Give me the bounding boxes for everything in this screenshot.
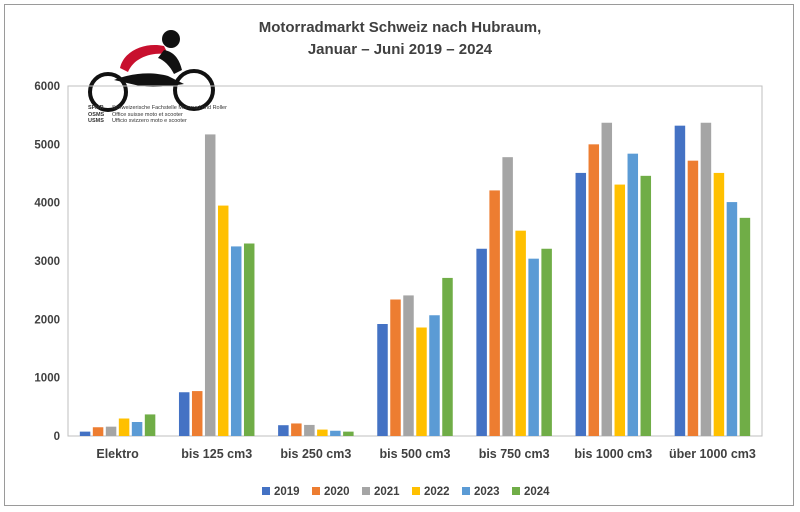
bar: [118, 418, 130, 436]
logo-rider-head-icon: [162, 30, 180, 48]
bar: [217, 205, 229, 436]
bar: [178, 392, 190, 436]
bar: [377, 324, 388, 436]
legend-swatch: [412, 487, 420, 495]
x-tick-label: bis 500 cm3: [380, 447, 451, 461]
bar: [390, 299, 401, 436]
bar: [674, 125, 686, 437]
bar: [502, 157, 513, 436]
chart-legend: 2019 2020 2021 2022 2023 2024: [262, 486, 550, 498]
bar: [278, 425, 289, 436]
bar: [588, 144, 600, 437]
chart-title-line1: Motorradmarkt Schweiz nach Hubraum,: [258, 19, 542, 36]
bar: [144, 414, 156, 436]
bar: [204, 134, 216, 436]
bar: [627, 153, 639, 436]
chart-labels: 0 1000 2000 3000 4000 5000 6000 Elektro bis 125 …: [34, 81, 755, 461]
bar: [739, 217, 751, 436]
bar: [687, 160, 699, 436]
legend-swatch: [462, 487, 470, 495]
logo-bike-frame-icon: [114, 73, 184, 87]
sfmr-logo: [88, 30, 215, 112]
legend-label: 2020: [324, 486, 350, 498]
x-tick-label: über 1000 cm3: [669, 447, 756, 461]
chart-bars: [79, 122, 751, 437]
bar: [700, 122, 712, 436]
chart-frame: [4, 4, 794, 506]
y-tick-label: 4000: [34, 198, 60, 210]
chart-title-line2: Januar – Juni 2019 – 2024: [307, 41, 493, 58]
x-tick-label: bis 125 cm3: [181, 447, 252, 461]
logo-wheel-front-icon: [173, 69, 215, 111]
legend-label: 2024: [524, 486, 550, 498]
bar: [726, 202, 738, 436]
bar: [601, 122, 613, 436]
y-tick-label: 6000: [34, 81, 60, 93]
bar: [489, 190, 500, 436]
bar: [416, 327, 427, 436]
bar: [429, 315, 440, 436]
bar: [515, 230, 526, 436]
legend-label: 2023: [474, 486, 500, 498]
x-tick-label: bis 750 cm3: [479, 447, 550, 461]
bar: [243, 243, 255, 436]
plot-area-border: [67, 85, 763, 437]
bar: [291, 423, 302, 436]
logo-text-usms: Ufficio svizzero moto e scooter: [112, 118, 187, 124]
bar: [230, 246, 242, 436]
bar: [528, 258, 539, 436]
bar: [191, 391, 203, 436]
bar: [92, 427, 104, 436]
bar: [614, 184, 626, 436]
bar: [541, 248, 552, 436]
bar: [330, 430, 341, 436]
bar: [442, 277, 453, 436]
y-tick-label: 5000: [34, 139, 60, 151]
logo-abbr-sfmr: SFMR: [88, 105, 104, 111]
bar: [403, 295, 414, 436]
bar: [575, 172, 587, 436]
legend-swatch: [262, 487, 270, 495]
legend-label: 2021: [374, 486, 400, 498]
logo-rider-body-icon: [158, 50, 182, 74]
y-tick-label: 1000: [34, 373, 60, 385]
bar: [476, 248, 487, 436]
y-tick-label: 0: [54, 431, 60, 443]
bar: [640, 175, 652, 437]
logo-abbr-usms: USMS: [88, 118, 104, 124]
legend-swatch: [362, 487, 370, 495]
x-tick-label: Elektro: [96, 447, 139, 461]
legend-swatch: [512, 487, 520, 495]
y-tick-label: 3000: [34, 256, 60, 268]
bar: [304, 424, 315, 436]
bar: [105, 426, 117, 436]
bar: [713, 172, 725, 436]
bar: [317, 429, 328, 436]
bar: [343, 431, 354, 436]
legend-swatch: [312, 487, 320, 495]
x-tick-label: bis 250 cm3: [280, 447, 351, 461]
logo-rider-arc-icon: [120, 44, 168, 72]
y-tick-label: 2000: [34, 314, 60, 326]
chart-axes: [67, 85, 763, 437]
chart-title: Motorradmarkt Schweiz nach Hubraum, Janu…: [150, 17, 650, 61]
logo-text-osms: Office suisse moto et scooter: [112, 111, 183, 118]
legend-label: 2022: [424, 486, 450, 498]
legend-label: 2019: [274, 486, 300, 498]
x-tick-label: bis 1000 cm3: [574, 447, 652, 461]
logo-text-sfmr: Schweizerische Fachstelle Motorrad und R…: [112, 105, 227, 111]
logo-text: SFMR Schweizerische Fachstelle Motorrad u…: [88, 105, 227, 125]
bar: [79, 431, 91, 436]
logo-wheel-back-icon: [88, 72, 128, 112]
bar: [131, 422, 143, 436]
logo-abbr-osms: OSMS: [88, 111, 105, 118]
